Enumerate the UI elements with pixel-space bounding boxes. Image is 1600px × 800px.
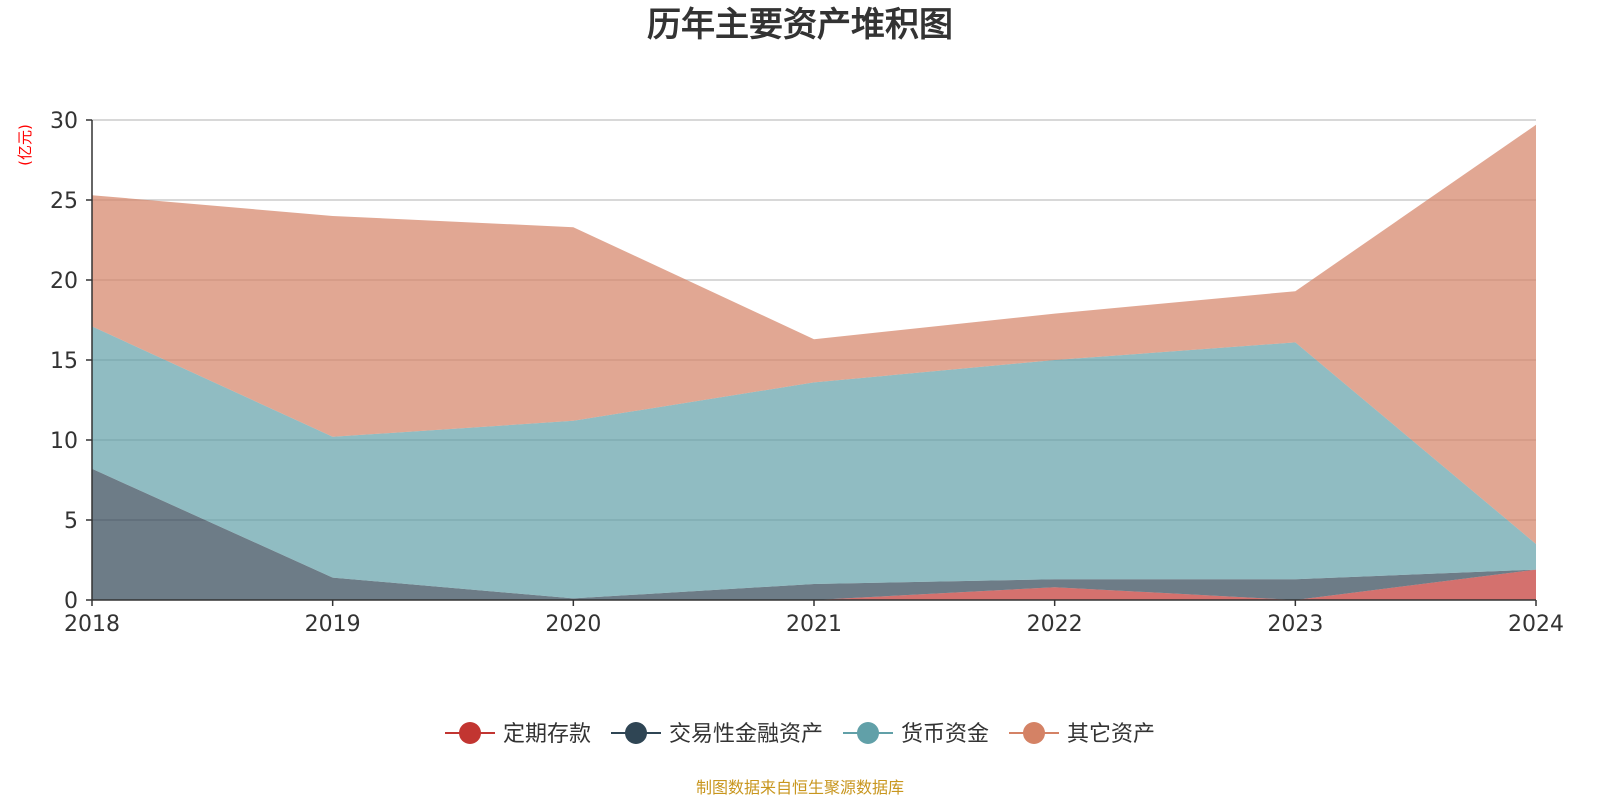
y-tick-label: 20	[50, 269, 78, 294]
data-source-note: 制图数据来自恒生聚源数据库	[696, 778, 904, 797]
legend-item-4[interactable]: 其它资产	[1009, 722, 1155, 747]
y-tick-label: 0	[64, 589, 78, 614]
x-tick-label: 2019	[305, 612, 361, 637]
y-tick-label: 30	[50, 109, 78, 134]
legend-label: 其它资产	[1067, 722, 1155, 747]
y-axis-unit-label: (亿元)	[16, 124, 34, 166]
area-series-4	[92, 124, 1536, 545]
legend-marker-icon	[625, 722, 647, 744]
y-tick-label: 25	[50, 189, 78, 214]
legend-marker-icon	[459, 722, 481, 744]
area-series-group	[92, 124, 1536, 600]
y-tick-label: 5	[64, 509, 78, 534]
area-series-2	[92, 468, 1536, 600]
legend-item-3[interactable]: 货币资金	[843, 722, 989, 747]
x-tick-label: 2021	[786, 612, 842, 637]
legend-marker-icon	[857, 722, 879, 744]
x-tick-label: 2024	[1508, 612, 1564, 637]
x-tick-label: 2020	[545, 612, 601, 637]
area-series-1	[92, 569, 1536, 600]
area-series-3	[92, 326, 1536, 599]
y-tick-label: 15	[50, 349, 78, 374]
legend-marker-icon	[1023, 722, 1045, 744]
legend-label: 货币资金	[901, 722, 989, 747]
x-tick-label: 2022	[1027, 612, 1083, 637]
legend-item-2[interactable]: 交易性金融资产	[611, 722, 823, 747]
legend-label: 交易性金融资产	[669, 722, 823, 747]
y-tick-label: 10	[50, 429, 78, 454]
x-tick-label: 2018	[64, 612, 120, 637]
legend-label: 定期存款	[503, 722, 591, 747]
chart-title: 历年主要资产堆积图	[647, 5, 953, 45]
legend-item-1[interactable]: 定期存款	[445, 722, 591, 747]
x-tick-label: 2023	[1267, 612, 1323, 637]
legend[interactable]: 定期存款 交易性金融资产 货币资金 其它资产	[445, 722, 1155, 747]
axes: 0 5 10 15 20 25 30 2018 2019 2020 2021 2022 2023 2024	[50, 109, 1564, 637]
